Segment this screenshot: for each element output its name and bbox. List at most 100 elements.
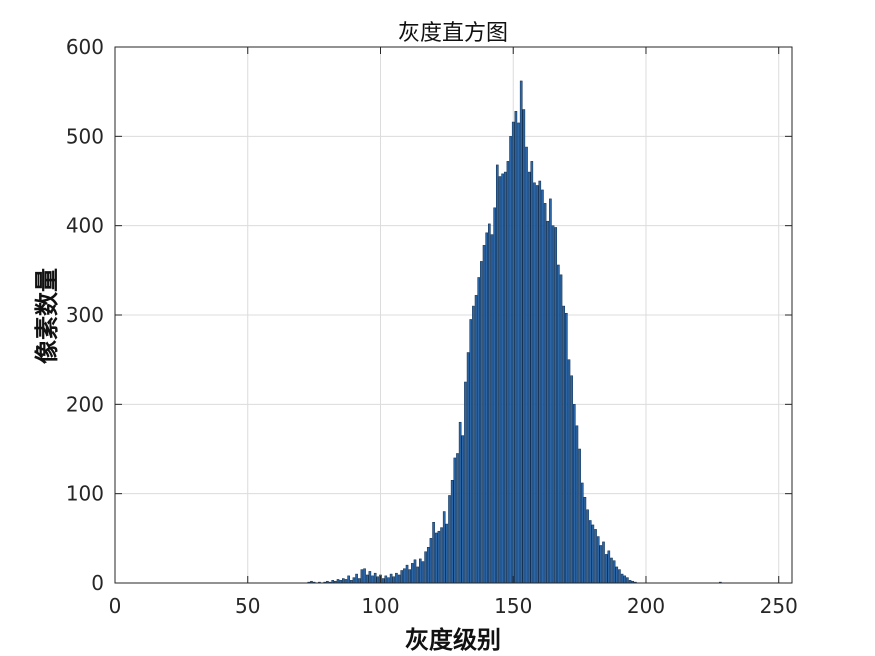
histogram-bar [498,176,502,584]
histogram-bar [472,305,475,584]
x-tick-label: 250 [760,594,798,618]
histogram-bar [344,579,348,584]
histogram-bar [347,575,350,584]
histogram-bar [599,545,603,584]
histogram-bar [392,576,396,584]
histogram-bar [357,578,361,584]
histogram-bar [572,404,576,584]
histogram-bar [371,575,374,584]
histogram-bar [610,557,613,584]
histogram-bar [437,530,441,584]
histogram-bar [588,520,592,584]
histogram-bar [519,80,523,584]
histogram-bar [607,550,611,584]
histogram-bar [363,568,366,584]
y-tick-label: 600 [66,35,104,59]
histogram-bar [514,111,518,584]
y-axis-label: 像素数量 [33,268,61,364]
histogram-bar [376,576,380,584]
histogram-bar [495,164,499,584]
histogram-bar [360,569,364,584]
histogram-bar [445,523,449,584]
histogram-bar [421,561,425,584]
x-tick-label: 0 [109,594,122,618]
histogram-bars [307,80,722,584]
histogram-bar [620,573,624,584]
histogram-bar [618,569,621,584]
x-tick-label: 200 [627,594,665,618]
histogram-bar [432,522,435,584]
histogram-bar [381,578,385,584]
histogram-bar [413,559,417,584]
histogram-bar [551,225,555,584]
histogram-bar [596,536,600,584]
histogram-bar [384,575,388,584]
x-tick-labels: 0 50 100 150 200 250 [109,594,798,618]
histogram-bar [482,245,486,584]
histogram-bar [403,568,406,584]
y-tick-label: 200 [66,392,104,416]
histogram-bar [615,566,619,584]
histogram-bar [426,547,430,584]
histogram-bar [591,524,595,584]
histogram-bar [554,227,558,584]
x-tick-label: 100 [361,594,399,618]
histogram-bar [336,579,340,584]
histogram-bar [400,570,404,584]
histogram-bar [503,171,507,584]
histogram-bar [490,234,494,584]
histogram-bar [506,161,510,584]
histogram-bar [434,532,438,584]
histogram-bar [389,573,393,584]
histogram-bar [535,185,539,584]
histogram-bar [448,495,451,584]
histogram-bar [602,541,605,584]
histogram-bar [387,577,390,584]
axes-frame [114,46,793,584]
histogram-bar [530,161,534,584]
histogram-bar [458,421,462,584]
histogram-bar [408,569,412,584]
histogram-bar [565,312,568,584]
y-tick-labels: 0 100 200 300 400 500 600 [66,35,104,595]
histogram-bar [580,482,584,584]
histogram-bar [493,207,496,584]
histogram-bar [474,295,478,584]
histogram-bar [543,203,547,584]
histogram-bar [429,538,433,584]
histogram-bar [501,173,504,584]
histogram-bar [604,554,608,584]
histogram-bar [461,435,465,584]
histogram-bar [424,551,427,584]
histogram-bar [469,319,473,584]
y-tick-label: 100 [66,482,104,506]
histogram-bar [578,448,581,584]
chart-title: 灰度直方图 [398,21,508,46]
histogram-bar [352,577,356,584]
histogram-bar [450,480,454,584]
y-tick-label: 300 [66,303,104,327]
x-axis-label: 灰度级别 [405,626,501,654]
histogram-bar [522,109,526,584]
x-tick-label: 150 [494,594,532,618]
histogram-bar [355,573,358,584]
histogram-bar [397,574,401,584]
histogram-bar [511,121,515,584]
histogram-bar [525,146,528,584]
histogram-bar [509,136,512,584]
histogram-bar [562,305,565,584]
histogram-bar [485,232,488,584]
histogram-bar [395,572,398,584]
x-tick-label: 50 [235,594,260,618]
histogram-bar [570,375,573,584]
histogram-bar [541,189,544,584]
histogram-bar [567,359,571,584]
histogram-bar [626,577,629,584]
histogram-bar [453,457,457,584]
histogram-bar [405,564,409,584]
histogram-bar [416,566,419,584]
histogram-bar [488,223,491,584]
y-tick-label: 400 [66,214,104,238]
histogram-bar [586,509,589,584]
